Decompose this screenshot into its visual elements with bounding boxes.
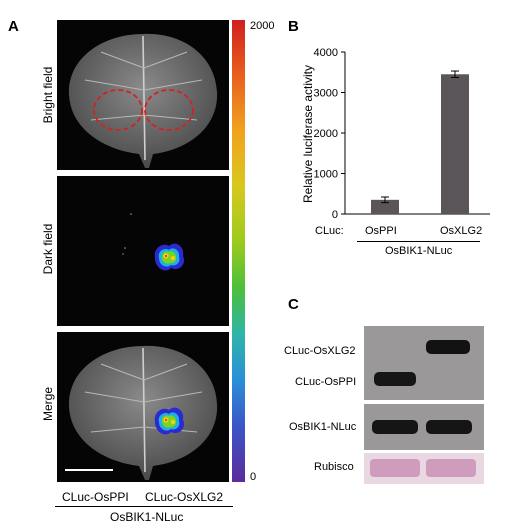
panel-a-letter: A bbox=[8, 18, 19, 35]
cluc-prefix: CLuc: bbox=[315, 225, 344, 237]
bar-chart: Relative luciferase activity 0 1000 2000 30… bbox=[301, 47, 490, 221]
blot-label-clucosxlg2: CLuc-OsXLG2 bbox=[284, 345, 356, 357]
panel-c-letter: C bbox=[288, 296, 299, 313]
blot-rubisco-bands bbox=[370, 459, 476, 477]
group-line-b bbox=[357, 241, 480, 242]
y-tick-label: 2000 bbox=[314, 128, 338, 140]
bright-field-image bbox=[57, 20, 229, 170]
blot-cluc bbox=[364, 326, 484, 400]
blot-label-clucosppi: CLuc-OsPPI bbox=[295, 376, 357, 388]
group-line-a bbox=[55, 506, 233, 507]
col-label-osppi: CLuc-OsPPI bbox=[62, 490, 129, 504]
group-label-a: OsBIK1-NLuc bbox=[110, 510, 184, 524]
blot-nluc-bands bbox=[372, 420, 472, 434]
category-label-osxlg2: OsXLG2 bbox=[440, 225, 483, 237]
blot-label-osbik1nluc: OsBIK1-NLuc bbox=[289, 421, 357, 433]
injection-circle-left bbox=[93, 89, 143, 131]
panel-b-letter: B bbox=[288, 18, 299, 35]
group-label-b: OsBIK1-NLuc bbox=[385, 245, 453, 257]
colorbar bbox=[232, 20, 245, 482]
blot-label-rubisco: Rubisco bbox=[314, 461, 354, 473]
y-tick-label: 1000 bbox=[314, 169, 338, 181]
y-tick-label: 0 bbox=[332, 209, 338, 221]
injection-circle-right bbox=[144, 89, 194, 131]
leaf-merge bbox=[65, 345, 218, 480]
luminescence-dark-field bbox=[122, 213, 185, 271]
blot-cluc-bands bbox=[374, 340, 470, 386]
category-label-osppi: OsPPI bbox=[365, 225, 397, 237]
colorbar-max-label: 2000 bbox=[250, 20, 275, 32]
colorbar-min-label: 0 bbox=[250, 471, 257, 483]
blot-rubisco bbox=[364, 453, 484, 484]
col-label-osxlg2: CLuc-OsXLG2 bbox=[145, 490, 224, 504]
y-tick-label: 3000 bbox=[314, 88, 338, 100]
merge-image bbox=[57, 332, 229, 482]
y-tick-label: 4000 bbox=[314, 47, 338, 59]
dark-field-image bbox=[57, 176, 229, 326]
y-axis-label: Relative luciferase activity bbox=[301, 65, 315, 203]
blot-nluc bbox=[364, 404, 484, 450]
leaf-bright-field bbox=[68, 33, 218, 168]
row-label-merge: Merge bbox=[41, 387, 55, 422]
bar-osppi bbox=[371, 199, 399, 214]
bar-osxlg2 bbox=[441, 74, 469, 215]
